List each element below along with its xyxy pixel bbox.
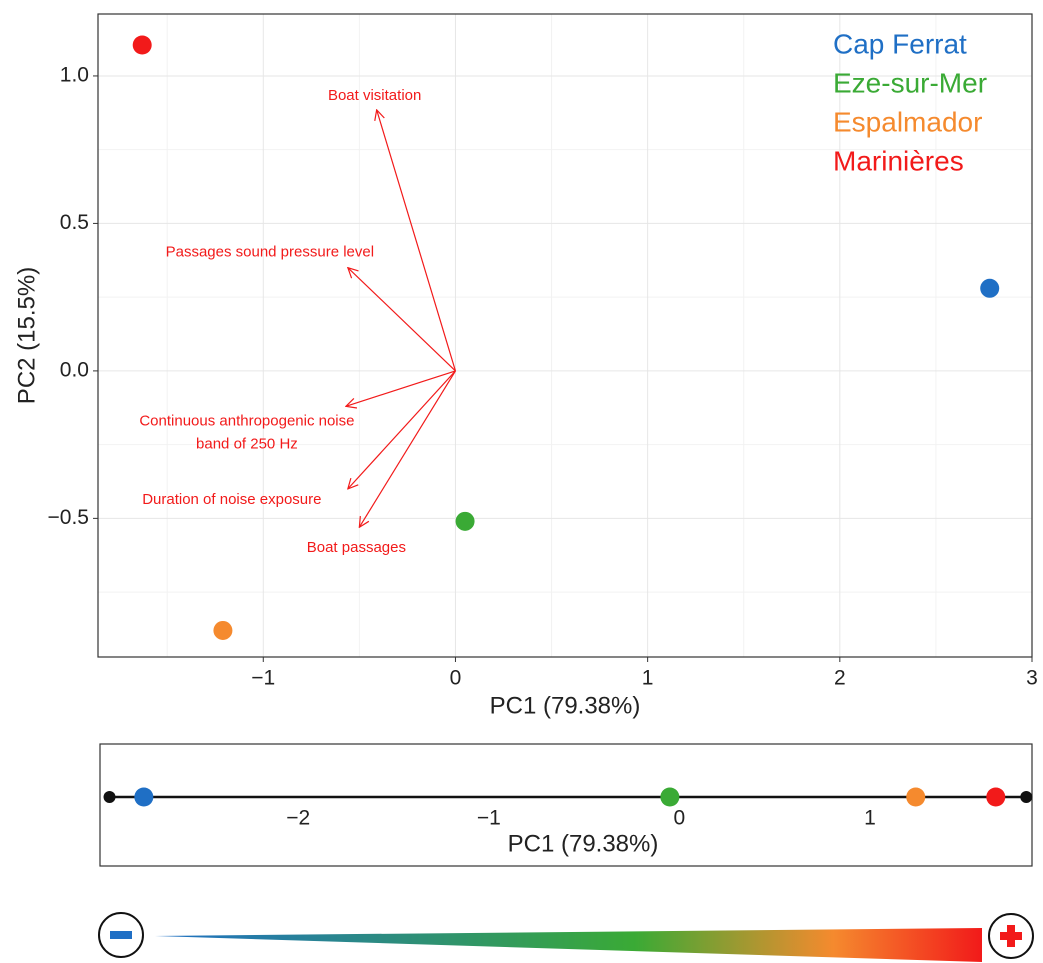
arrow-label: Boat passages (307, 539, 406, 556)
y-tick-label: 0.0 (60, 358, 89, 381)
loading-arrow (359, 370, 456, 527)
arrow-label: Continuous anthropogenic noise (139, 412, 354, 429)
y-tick-label: 1.0 (60, 63, 89, 86)
x-tick-label: 1 (642, 667, 654, 690)
arrow-label: band of 250 Hz (196, 435, 298, 452)
x-tick-label: 1 (864, 807, 876, 830)
loading-arrow (348, 268, 456, 372)
plus-sign (1007, 925, 1015, 947)
panel-border (99, 743, 1033, 867)
point (134, 787, 154, 807)
x-tick-label: 3 (1026, 667, 1038, 690)
point (986, 787, 1006, 807)
y-tick-label: 0.5 (60, 211, 89, 234)
plot-border (97, 13, 1033, 658)
x-tick-label: −1 (477, 807, 501, 830)
loading-arrow (346, 370, 456, 406)
endpoint (1020, 791, 1033, 803)
point (660, 787, 680, 807)
arrow-label: Passages sound pressure level (166, 244, 374, 261)
point (132, 35, 152, 55)
endpoint (103, 791, 116, 803)
arrow-label: Duration of noise exposure (142, 491, 321, 508)
x-tick-label: −2 (286, 807, 310, 830)
x-tick-label: 0 (450, 667, 462, 690)
x-tick-label: 2 (834, 667, 846, 690)
arrow-label: Boat visitation (328, 87, 421, 104)
point (455, 511, 475, 531)
x-tick-label: −1 (251, 667, 275, 690)
point (906, 787, 926, 807)
x-axis-title: PC1 (79.38%) (490, 692, 641, 719)
point (980, 278, 1000, 298)
legend-entry: Espalmador (833, 106, 982, 137)
legend-entry: Marinières (833, 145, 964, 176)
y-axis-title: PC2 (15.5%) (13, 267, 40, 404)
x-axis-title: PC1 (79.38%) (508, 830, 659, 857)
biplot: −1 0 1 2 3 −0.5 0.0 0.5 1.0 PC1 (79.38%) PC2 (15.5… (13, 13, 1038, 719)
legend-entry: Eze-sur-Mer (833, 67, 987, 98)
loading-arrow (377, 110, 457, 372)
minus-sign (110, 931, 132, 939)
x-tick-label: 0 (674, 807, 686, 830)
strip-plot: −2 −1 0 1 PC1 (79.38%) (99, 743, 1033, 867)
gradient-bar (155, 928, 982, 962)
loading-arrow (348, 370, 456, 489)
point (213, 620, 233, 640)
y-tick-label: −0.5 (48, 506, 89, 529)
legend-entry: Cap Ferrat (833, 28, 967, 59)
